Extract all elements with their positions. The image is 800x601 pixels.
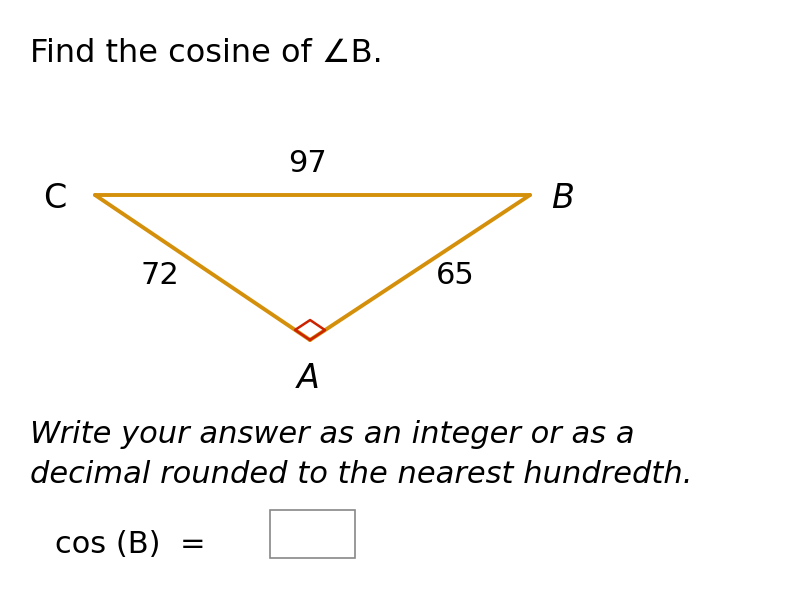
Text: 97: 97 <box>289 148 327 177</box>
Text: B: B <box>551 182 574 215</box>
Text: decimal rounded to the nearest hundredth.: decimal rounded to the nearest hundredth… <box>30 460 693 489</box>
Text: Write your answer as an integer or as a: Write your answer as an integer or as a <box>30 420 634 449</box>
Text: 65: 65 <box>436 260 474 290</box>
Text: C: C <box>43 182 66 215</box>
Text: Find the cosine of ∠B.: Find the cosine of ∠B. <box>30 38 382 69</box>
Text: cos (B)  =: cos (B) = <box>55 530 206 559</box>
Text: A: A <box>297 361 319 394</box>
Text: 72: 72 <box>141 260 179 290</box>
Bar <box>270 510 355 558</box>
